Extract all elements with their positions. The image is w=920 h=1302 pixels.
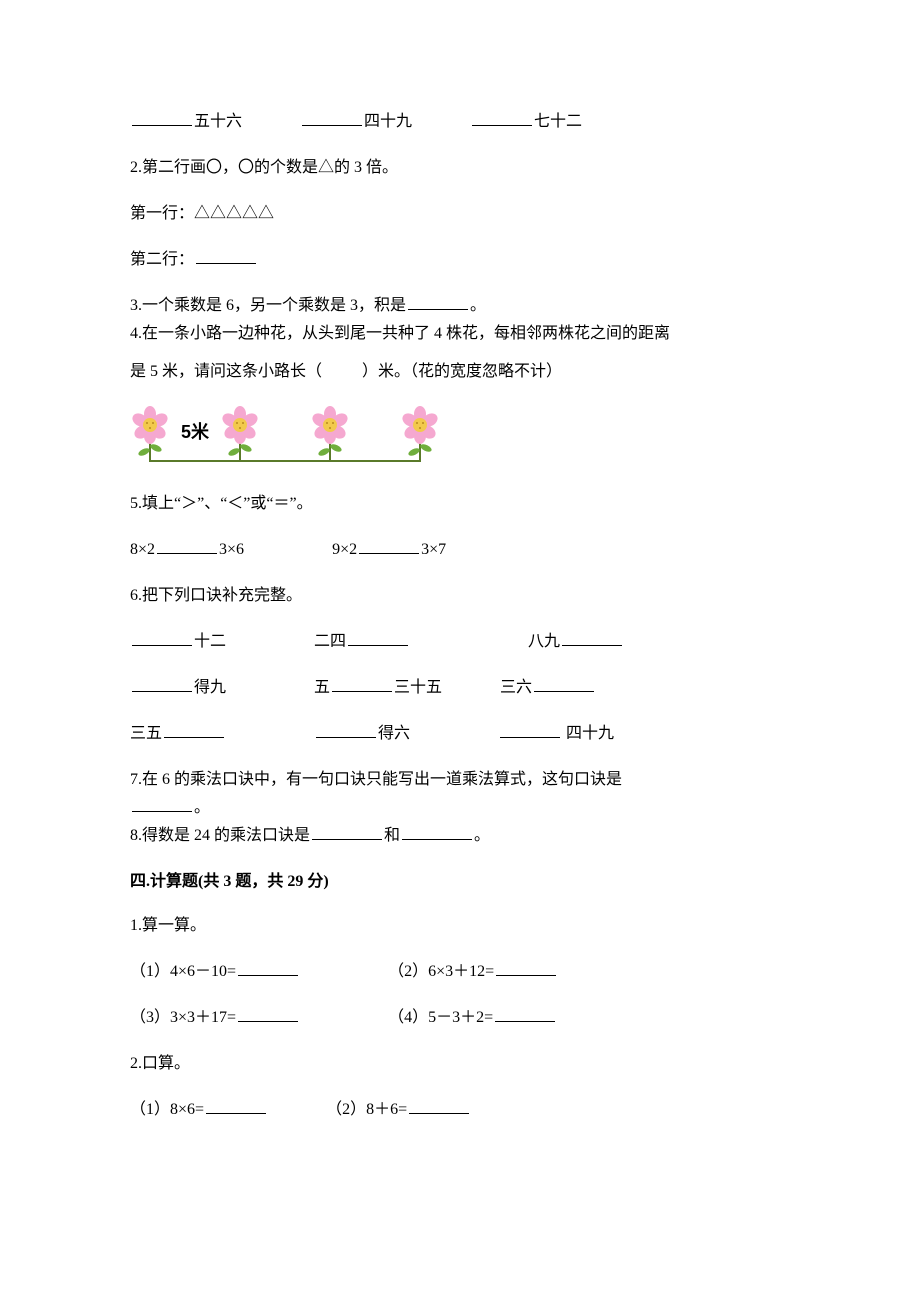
blank	[409, 1098, 469, 1114]
text: 。	[470, 297, 486, 314]
q2-row1: 第一行：△△△△△	[130, 202, 790, 226]
q7-line2: 。	[130, 796, 790, 820]
expr: （2）8＋6=	[326, 1101, 407, 1118]
blank	[206, 1098, 266, 1114]
distance-label: 5米	[181, 419, 209, 446]
flower-diagram: 5米	[130, 406, 440, 464]
blank	[132, 796, 192, 812]
s4q1-row1: （1）4×6－10= （2）6×3＋12=	[130, 960, 790, 984]
blank	[132, 630, 192, 646]
blank	[312, 824, 382, 840]
q5-stem: 5.填上“＞”、“＜”或“＝”。	[130, 492, 790, 516]
text: ）米。（花的宽度忽略不计）	[362, 363, 562, 380]
flower-icon	[130, 406, 170, 464]
q4-line1: 4.在一条小路一边种花，从头到尾一共种了 4 株花，每相邻两株花之间的距离	[130, 322, 790, 346]
blank	[472, 110, 532, 126]
expr: （1）8×6=	[130, 1101, 204, 1118]
q5-row: 8×2 3×6 9×2 3×7	[130, 538, 790, 562]
text: 三十五	[394, 679, 442, 696]
q2-row2: 第二行：	[130, 248, 790, 272]
blank	[164, 722, 224, 738]
blank	[402, 824, 472, 840]
text: 四十九	[566, 725, 614, 742]
s4q1-row2: （3）3×3＋17= （4）5－3＋2=	[130, 1006, 790, 1030]
label: 第一行：	[130, 205, 194, 222]
text: 三五	[130, 725, 162, 742]
label: 第二行：	[130, 251, 194, 268]
expr: （1）4×6－10=	[130, 963, 236, 980]
q3: 3.一个乘数是 6，另一个乘数是 3，积是 。	[130, 294, 790, 318]
blank	[534, 676, 594, 692]
flower-icon	[400, 406, 440, 464]
expr: 3×7	[421, 541, 446, 558]
s4q1-stem: 1.算一算。	[130, 914, 790, 938]
text: 五十六	[194, 113, 242, 130]
text: 七十二	[534, 113, 582, 130]
expr: （4）5－3＋2=	[388, 1009, 493, 1026]
blank	[238, 1006, 298, 1022]
q2-stem: 2.第二行画〇，〇的个数是△的 3 倍。	[130, 156, 790, 180]
q8: 8.得数是 24 的乘法口诀是 和 。	[130, 824, 790, 848]
blank	[332, 676, 392, 692]
blank	[196, 248, 256, 264]
text: 是 5 米，请问这条小路长（	[130, 363, 322, 380]
section-4-title: 四.计算题(共 3 题，共 29 分)	[130, 870, 790, 894]
blank	[496, 960, 556, 976]
q4-line2: 是 5 米，请问这条小路长（ ）米。（花的宽度忽略不计）	[130, 360, 790, 384]
text: 五	[314, 679, 330, 696]
expr: （3）3×3＋17=	[130, 1009, 236, 1026]
expr: （2）6×3＋12=	[388, 963, 494, 980]
blank	[157, 538, 217, 554]
text: 。	[474, 827, 490, 844]
s4q2-row1: （1）8×6= （2）8＋6=	[130, 1098, 790, 1122]
blank	[132, 110, 192, 126]
text: 二四	[314, 633, 346, 650]
q6-row3: 三五 得六 四十九	[130, 722, 790, 746]
blank	[316, 722, 376, 738]
blank	[302, 110, 362, 126]
blank	[132, 676, 192, 692]
text: 和	[384, 827, 400, 844]
blank	[359, 538, 419, 554]
blank	[500, 722, 560, 738]
triangles: △△△△△	[194, 205, 274, 222]
text: 得九	[194, 679, 226, 696]
q7-line1: 7.在 6 的乘法口诀中，有一句口诀只能写出一道乘法算式，这句口诀是	[130, 768, 790, 792]
q6-row1: 十二 二四 八九	[130, 630, 790, 654]
text: 得六	[378, 725, 410, 742]
blank	[408, 294, 468, 310]
text: 四十九	[364, 113, 412, 130]
blank	[495, 1006, 555, 1022]
text: 。	[194, 799, 210, 816]
text: 8.得数是 24 的乘法口诀是	[130, 827, 310, 844]
blank	[238, 960, 298, 976]
flower-icon	[310, 406, 350, 464]
text: 3.一个乘数是 6，另一个乘数是 3，积是	[130, 297, 406, 314]
expr: 8×2	[130, 541, 155, 558]
q6-row2: 得九 五 三十五 三六	[130, 676, 790, 700]
text: 三六	[500, 679, 532, 696]
s4q2-stem: 2.口算。	[130, 1052, 790, 1076]
expr: 9×2	[332, 541, 357, 558]
expr: 3×6	[219, 541, 244, 558]
text: 十二	[194, 633, 226, 650]
q6-stem: 6.把下列口诀补充完整。	[130, 584, 790, 608]
blank	[562, 630, 622, 646]
text: 八九	[528, 633, 560, 650]
blank	[348, 630, 408, 646]
flower-icon	[220, 406, 260, 464]
fill-row-1: 五十六 四十九 七十二	[130, 110, 790, 134]
